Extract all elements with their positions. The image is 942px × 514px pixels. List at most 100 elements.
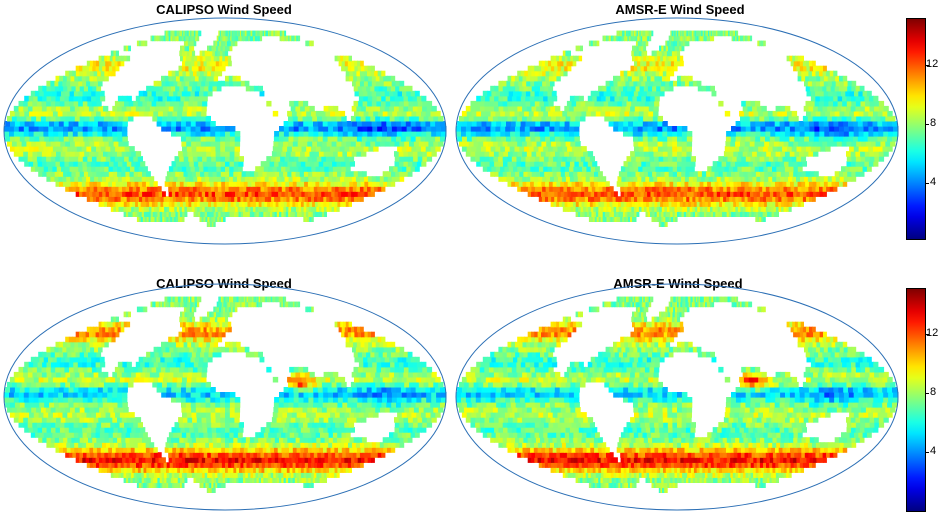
wind-cell xyxy=(340,55,344,62)
wind-cell xyxy=(219,50,223,57)
wind-cell xyxy=(606,206,610,212)
wind-cell xyxy=(655,196,660,202)
wind-cell xyxy=(171,115,178,122)
wind-cell xyxy=(123,181,128,187)
wind-cell xyxy=(696,176,702,182)
wind-cell xyxy=(618,196,623,202)
wind-cell xyxy=(541,141,547,147)
wind-cell xyxy=(576,100,582,107)
wind-cell xyxy=(624,35,627,42)
wind-cell xyxy=(72,131,79,137)
wind-cell xyxy=(694,30,697,37)
wind-cell xyxy=(573,176,579,182)
wind-cell xyxy=(122,95,128,102)
wind-cell xyxy=(177,90,183,97)
wind-cell xyxy=(136,216,140,222)
wind-cell xyxy=(633,216,637,222)
wind-cell xyxy=(772,196,776,202)
wind-cell xyxy=(796,60,801,67)
wind-cell xyxy=(658,75,663,82)
wind-cell xyxy=(323,196,327,202)
wind-cell xyxy=(29,121,35,127)
wind-cell xyxy=(805,171,811,177)
wind-cell xyxy=(312,156,318,162)
wind-cell xyxy=(404,141,410,147)
wind-cell xyxy=(767,166,773,172)
wind-cell xyxy=(58,121,65,127)
wind-cell xyxy=(83,136,89,142)
wind-cell xyxy=(662,136,668,142)
wind-cell xyxy=(268,166,274,172)
wind-cell xyxy=(166,482,169,488)
wind-cell xyxy=(117,131,123,137)
wind-cell xyxy=(642,166,648,172)
wind-cell xyxy=(614,191,618,197)
wind-cell xyxy=(416,126,422,132)
wind-cell xyxy=(588,216,592,222)
wind-cell xyxy=(351,191,355,197)
wind-cell xyxy=(108,171,114,177)
wind-cell xyxy=(625,166,631,172)
wind-cell xyxy=(720,206,724,212)
wind-cell xyxy=(225,151,231,157)
wind-cell xyxy=(628,206,632,212)
wind-cell xyxy=(27,151,34,157)
wind-cell xyxy=(403,95,409,102)
wind-cell xyxy=(416,95,422,102)
wind-cell xyxy=(174,482,177,488)
wind-cell xyxy=(664,85,670,92)
wind-cell xyxy=(84,115,90,122)
wind-cell xyxy=(389,166,394,172)
wind-cell xyxy=(13,131,20,137)
wind-cell xyxy=(86,161,92,167)
wind-cell xyxy=(740,136,746,142)
wind-cell xyxy=(198,95,204,102)
wind-cell xyxy=(616,206,620,212)
wind-cell xyxy=(489,95,495,102)
wind-cell xyxy=(623,115,630,122)
wind-cell xyxy=(36,100,43,107)
wind-cell xyxy=(407,171,413,177)
wind-cell xyxy=(823,176,829,182)
wind-cell xyxy=(557,110,563,117)
wind-cell xyxy=(514,176,519,182)
wind-cell xyxy=(836,90,842,97)
wind-cell xyxy=(658,196,663,202)
wind-cell xyxy=(522,151,528,157)
wind-cell xyxy=(258,171,263,177)
wind-cell xyxy=(183,75,188,82)
wind-cell xyxy=(688,80,694,87)
wind-cell xyxy=(93,105,99,112)
wind-cell xyxy=(807,80,813,87)
wind-cell xyxy=(761,161,767,167)
wind-cell xyxy=(232,75,237,82)
wind-cell xyxy=(766,196,770,202)
wind-cell xyxy=(207,90,213,97)
wind-cell xyxy=(220,166,226,172)
wind-cell xyxy=(539,156,545,162)
wind-cell xyxy=(230,40,234,47)
wind-cell xyxy=(82,95,88,102)
wind-cell xyxy=(412,161,418,167)
wind-cell xyxy=(87,156,93,162)
wind-cell xyxy=(530,90,536,97)
wind-cell xyxy=(249,477,253,483)
wind-cell xyxy=(544,191,549,197)
wind-cell xyxy=(162,216,165,222)
wind-cell xyxy=(663,211,667,217)
wind-cell xyxy=(209,196,214,202)
wind-cell xyxy=(297,115,304,122)
wind-cell xyxy=(730,201,734,207)
wind-cell xyxy=(214,206,218,212)
wind-cell xyxy=(773,141,780,147)
wind-cell xyxy=(345,166,351,172)
wind-cell xyxy=(631,30,634,37)
wind-cell xyxy=(303,216,306,222)
wind-cell xyxy=(129,176,135,182)
wind-cell xyxy=(592,161,598,167)
wind-cell xyxy=(719,211,723,217)
wind-cell xyxy=(632,211,635,217)
wind-cell xyxy=(361,151,367,157)
wind-cell xyxy=(673,191,678,197)
wind-cell xyxy=(59,181,64,187)
